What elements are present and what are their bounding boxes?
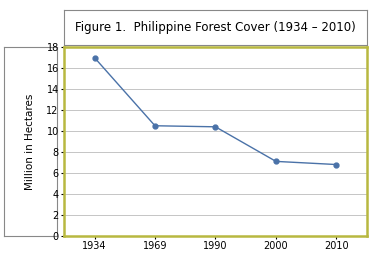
Text: Million in Hectares: Million in Hectares xyxy=(25,93,35,190)
Text: Figure 1.  Philippine Forest Cover (1934 – 2010): Figure 1. Philippine Forest Cover (1934 … xyxy=(75,21,356,34)
